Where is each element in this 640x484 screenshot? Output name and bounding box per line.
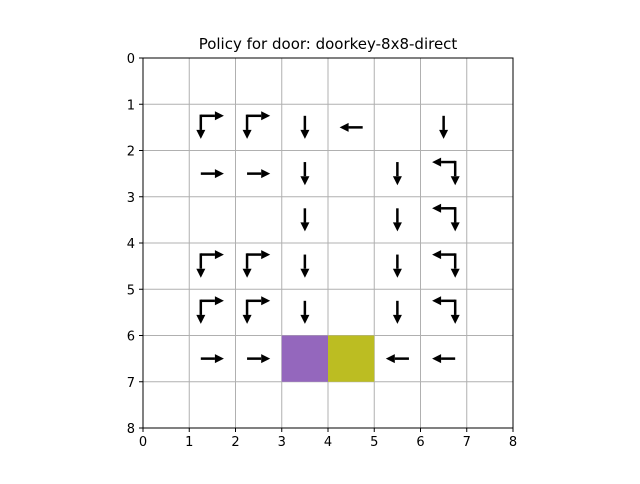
arrowhead-right: [261, 354, 271, 364]
highlight-cells: [281, 335, 375, 382]
x-tick-label: 0: [139, 435, 147, 450]
policy-arrow: [432, 250, 460, 278]
policy-arrow: [242, 111, 271, 139]
y-tick-label: 5: [127, 283, 135, 298]
arrowhead-down: [392, 222, 402, 232]
y-tick-label: 8: [127, 422, 135, 437]
x-tick-label: 1: [185, 435, 193, 450]
arrowhead-left: [432, 296, 442, 306]
arrowhead-down: [450, 222, 460, 232]
policy-arrow: [432, 354, 456, 364]
policy-arrow: [392, 162, 402, 186]
policy-arrow: [385, 354, 409, 364]
policy-arrow: [439, 115, 449, 139]
arrowhead-right: [261, 296, 271, 306]
arrowhead-down: [439, 129, 449, 139]
x-tick-label: 8: [509, 435, 517, 450]
policy-arrow: [242, 250, 271, 278]
policy-arrow: [300, 208, 310, 232]
policy-arrow: [196, 111, 224, 139]
policy-arrow: [196, 296, 224, 324]
policy-arrow: [300, 300, 310, 324]
policy-arrow: [300, 254, 310, 278]
arrowhead-right: [214, 169, 224, 179]
policy-arrow: [200, 354, 224, 364]
policy-arrow: [247, 354, 271, 364]
arrowhead-left: [432, 157, 442, 167]
x-tick-label: 7: [463, 435, 471, 450]
policy-arrow: [392, 254, 402, 278]
arrowhead-down: [450, 268, 460, 278]
arrowhead-left: [385, 354, 395, 364]
arrowhead-left: [432, 250, 442, 260]
policy-arrow: [200, 169, 224, 179]
arrowhead-right: [261, 250, 271, 260]
arrowhead-right: [214, 296, 224, 306]
arrowhead-down: [196, 268, 206, 278]
x-tick-label: 2: [231, 435, 239, 450]
policy-arrow: [247, 169, 271, 179]
y-tick-label: 2: [127, 145, 135, 160]
x-tick-label: 6: [416, 435, 424, 450]
policy-arrow: [300, 162, 310, 186]
x-tick-label: 3: [278, 435, 286, 450]
policy-arrow: [432, 203, 460, 232]
arrowhead-left: [339, 122, 349, 132]
y-axis-ticks: 0 1 2 3 4 5 6 7 8: [127, 52, 143, 437]
policy-arrows: [196, 111, 460, 364]
arrowhead-down: [242, 129, 252, 139]
cell-purple: [281, 335, 328, 382]
arrowhead-down: [196, 314, 206, 324]
y-tick-label: 0: [127, 52, 135, 67]
arrowhead-down: [392, 176, 402, 186]
arrowhead-down: [300, 222, 310, 232]
arrowhead-right: [214, 250, 224, 260]
policy-arrow: [392, 208, 402, 232]
policy-arrow: [300, 115, 310, 139]
policy-arrow: [242, 296, 271, 324]
chart-title: Policy for door: doorkey-8x8-direct: [199, 35, 458, 53]
policy-arrow: [339, 122, 363, 132]
arrowhead-down: [392, 268, 402, 278]
arrowhead-down: [300, 314, 310, 324]
y-tick-label: 1: [127, 98, 135, 113]
arrowhead-down: [242, 314, 252, 324]
arrowhead-down: [450, 314, 460, 324]
y-tick-label: 6: [127, 330, 135, 345]
cell-olive: [328, 335, 375, 382]
arrowhead-down: [300, 129, 310, 139]
arrowhead-right: [214, 111, 224, 121]
y-tick-label: 4: [127, 237, 135, 252]
x-tick-label: 4: [324, 435, 332, 450]
policy-arrow: [432, 157, 460, 186]
arrowhead-right: [214, 354, 224, 364]
arrowhead-left: [432, 203, 442, 213]
arrowhead-down: [392, 314, 402, 324]
arrowhead-right: [261, 111, 271, 121]
policy-arrow: [392, 300, 402, 324]
y-tick-label: 3: [127, 191, 135, 206]
x-axis-ticks: 0 1 2 3 4 5 6 7 8: [139, 428, 517, 450]
policy-arrow: [196, 250, 224, 278]
x-tick-label: 5: [370, 435, 378, 450]
arrowhead-right: [261, 169, 271, 179]
arrowhead-down: [196, 129, 206, 139]
arrowhead-down: [300, 268, 310, 278]
arrowhead-left: [432, 354, 442, 364]
policy-arrow: [432, 296, 460, 324]
arrowhead-down: [450, 176, 460, 186]
y-tick-label: 7: [127, 376, 135, 391]
arrowhead-down: [242, 268, 252, 278]
arrowhead-down: [300, 176, 310, 186]
